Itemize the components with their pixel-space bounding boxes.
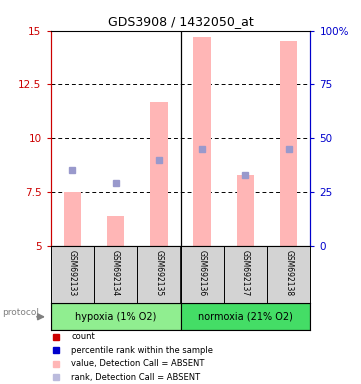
Text: GSM692134: GSM692134 (111, 250, 120, 296)
Text: normoxia (21% O2): normoxia (21% O2) (198, 312, 293, 322)
Text: GSM692136: GSM692136 (198, 250, 206, 296)
Bar (150, 102, 168, 246)
Bar (51, 303, 180, 330)
Title: GDS3908 / 1432050_at: GDS3908 / 1432050_at (108, 15, 253, 28)
Text: GSM692135: GSM692135 (155, 250, 163, 296)
Bar (193, 37, 211, 246)
Text: GSM692137: GSM692137 (241, 250, 250, 296)
Text: GSM692138: GSM692138 (284, 250, 293, 296)
Text: GSM692133: GSM692133 (68, 250, 77, 296)
Text: percentile rank within the sample: percentile rank within the sample (71, 346, 213, 355)
Bar (280, 41, 297, 246)
Bar (237, 175, 254, 246)
Bar (64, 192, 81, 246)
Text: protocol: protocol (2, 308, 39, 318)
Text: count: count (71, 333, 95, 341)
Bar (107, 216, 124, 246)
Bar (180, 303, 310, 330)
Text: value, Detection Call = ABSENT: value, Detection Call = ABSENT (71, 359, 205, 368)
Text: hypoxia (1% O2): hypoxia (1% O2) (75, 312, 156, 322)
Text: rank, Detection Call = ABSENT: rank, Detection Call = ABSENT (71, 373, 200, 382)
